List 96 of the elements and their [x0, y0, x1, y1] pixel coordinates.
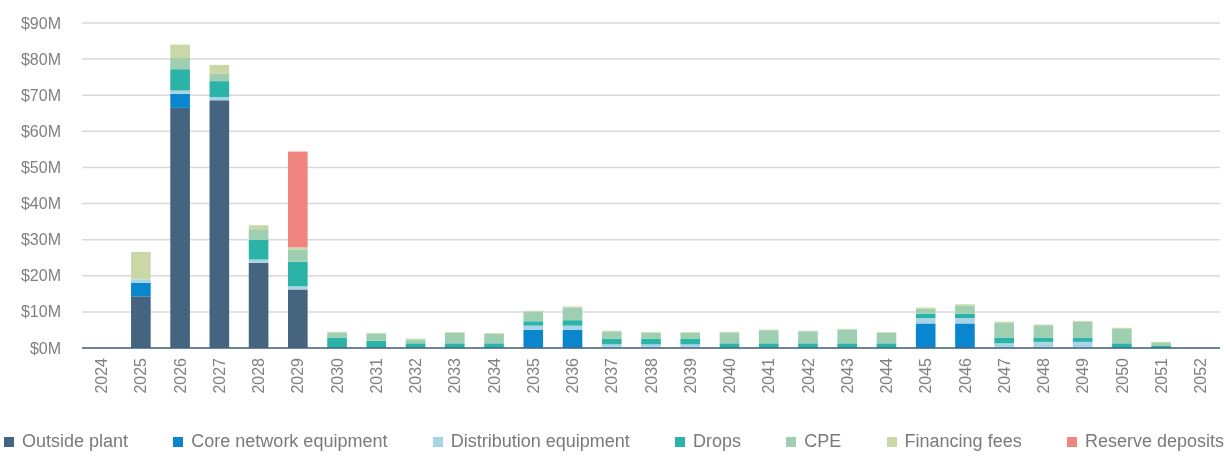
- bar: [562, 307, 583, 321]
- bar: [562, 320, 583, 326]
- bar: [170, 44, 190, 59]
- x-tick-label: 2033: [446, 357, 464, 394]
- bar: [994, 322, 1014, 338]
- legend-label: Financing fees: [904, 431, 1022, 452]
- x-tick-label: 2034: [485, 357, 503, 394]
- x-tick-label: 2038: [642, 357, 660, 394]
- x-tick-label: 2039: [681, 357, 699, 394]
- x-tick-label: 2032: [407, 357, 425, 394]
- bar: [719, 332, 740, 344]
- y-tick-label: $70M: [20, 86, 61, 104]
- bar: [601, 331, 622, 339]
- bar: [288, 286, 308, 290]
- bar: [523, 311, 544, 322]
- x-tick-label: 2040: [721, 357, 739, 394]
- y-tick-label: $10M: [20, 303, 61, 321]
- bar: [288, 247, 308, 250]
- x-tick-label: 2029: [289, 357, 307, 394]
- bar: [837, 329, 858, 344]
- bar: [484, 333, 504, 344]
- legend-label: CPE: [804, 431, 842, 452]
- bar: [915, 313, 936, 319]
- bar: [170, 58, 190, 70]
- x-tick-label: 2030: [328, 357, 346, 394]
- bar: [562, 329, 583, 348]
- legend-label: Core network equipment: [191, 431, 388, 452]
- bar: [209, 73, 230, 82]
- bar: [915, 323, 936, 348]
- x-tick-label: 2051: [1152, 357, 1170, 394]
- bar: [955, 305, 975, 314]
- bar: [288, 261, 308, 287]
- bar: [170, 69, 190, 91]
- x-tick-label: 2027: [210, 357, 228, 394]
- bar: [758, 330, 779, 344]
- legend-label: Outside plant: [22, 431, 129, 452]
- x-tick-label: 2028: [250, 357, 268, 394]
- bar: [523, 329, 544, 348]
- bar: [680, 332, 701, 339]
- x-tick-label: 2037: [603, 357, 621, 394]
- bar: [444, 332, 465, 344]
- bar: [1112, 328, 1132, 344]
- bar: [798, 331, 818, 344]
- bar: [955, 318, 975, 324]
- x-tick-label: 2042: [799, 357, 817, 394]
- bar: [915, 318, 936, 324]
- x-tick-label: 2024: [93, 357, 111, 394]
- bar: [915, 308, 936, 314]
- x-tick-label: 2031: [367, 357, 385, 394]
- x-tick-label: 2047: [995, 357, 1013, 394]
- bar: [876, 332, 897, 344]
- x-tick-label: 2045: [917, 357, 935, 394]
- bar: [523, 325, 544, 330]
- bar: [1033, 325, 1054, 338]
- y-tick-label: $40M: [20, 195, 61, 213]
- y-tick-label: $60M: [20, 122, 61, 140]
- bar: [248, 240, 269, 260]
- legend-label: Drops: [693, 431, 742, 452]
- x-tick-label: 2043: [838, 357, 856, 394]
- x-tick-label: 2046: [956, 357, 974, 394]
- bar: [955, 313, 975, 319]
- x-tick-label: 2052: [1191, 357, 1209, 394]
- bar: [1072, 321, 1093, 338]
- x-tick-label: 2049: [1074, 357, 1092, 394]
- bar: [209, 64, 230, 74]
- y-tick-label: $20M: [20, 267, 61, 285]
- bar: [170, 90, 190, 94]
- bar: [209, 81, 230, 98]
- x-tick-label: 2044: [878, 357, 896, 394]
- bar: [131, 283, 151, 297]
- legend-label: Reserve deposits: [1084, 431, 1224, 452]
- bar: [288, 151, 308, 248]
- legend-label: Distribution equipment: [450, 431, 630, 452]
- bar: [131, 279, 151, 283]
- bar: [523, 321, 544, 326]
- x-tick-label: 2025: [132, 357, 150, 394]
- bar: [327, 332, 347, 338]
- bar: [288, 249, 308, 262]
- bar: [170, 93, 190, 108]
- bar: [131, 251, 151, 280]
- x-tick-label: 2026: [171, 357, 189, 394]
- x-tick-label: 2035: [524, 357, 542, 394]
- bar: [248, 229, 269, 241]
- x-tick-label: 2050: [1113, 357, 1131, 394]
- y-tick-label: $0M: [29, 339, 61, 357]
- bar: [641, 332, 661, 339]
- y-tick-label: $90M: [20, 14, 61, 32]
- y-tick-label: $50M: [20, 159, 61, 177]
- bar: [248, 225, 269, 230]
- x-tick-label: 2048: [1035, 357, 1053, 394]
- x-tick-label: 2036: [564, 357, 582, 394]
- bar: [366, 333, 387, 341]
- x-tick-label: 2041: [760, 357, 778, 394]
- y-tick-label: $80M: [20, 50, 61, 68]
- bar: [955, 323, 975, 348]
- y-tick-label: $30M: [20, 231, 61, 249]
